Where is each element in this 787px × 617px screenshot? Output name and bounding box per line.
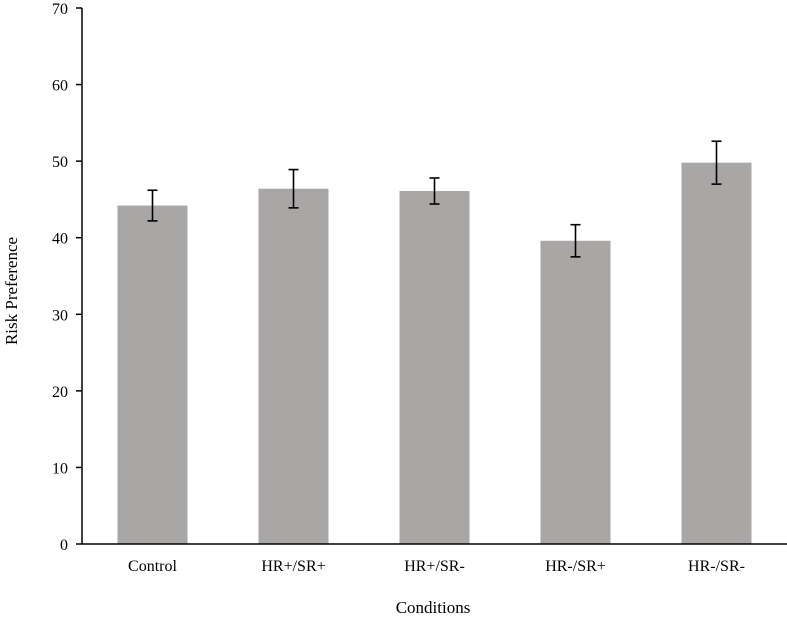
error-bar-0 xyxy=(147,189,158,222)
bar-2 xyxy=(399,191,470,544)
bar-3 xyxy=(540,240,611,544)
error-bar-3 xyxy=(570,223,581,258)
y-tick-label: 60 xyxy=(52,78,68,95)
x-tick-label: HR+/SR+ xyxy=(261,558,325,575)
bar-1 xyxy=(258,188,329,545)
error-bar-2 xyxy=(429,177,440,205)
plot-area: Control HR+/SR+ HR+/SR- HR-/SR+ HR-/SR- 0 10 20… xyxy=(52,1,787,575)
error-bar-1 xyxy=(288,168,299,209)
y-tick-label: 30 xyxy=(52,307,68,324)
y-tick-label: 40 xyxy=(52,231,68,248)
x-axis-title: Conditions xyxy=(396,598,471,617)
y-tick-label: 70 xyxy=(52,1,68,18)
x-tick-label: HR-/SR- xyxy=(688,558,745,575)
y-axis-title: Risk Preference xyxy=(2,237,21,345)
x-tick-label: Control xyxy=(128,558,177,575)
y-tick-label: 50 xyxy=(52,154,68,171)
bar-4 xyxy=(681,162,752,544)
bar-0 xyxy=(117,205,188,544)
x-tick-label: HR+/SR- xyxy=(404,558,465,575)
y-tick-label: 20 xyxy=(52,384,68,401)
x-tick-label: HR-/SR+ xyxy=(545,558,606,575)
y-tick-label: 10 xyxy=(52,460,68,477)
y-tick-label: 0 xyxy=(60,537,68,554)
error-bar-4 xyxy=(711,140,722,185)
